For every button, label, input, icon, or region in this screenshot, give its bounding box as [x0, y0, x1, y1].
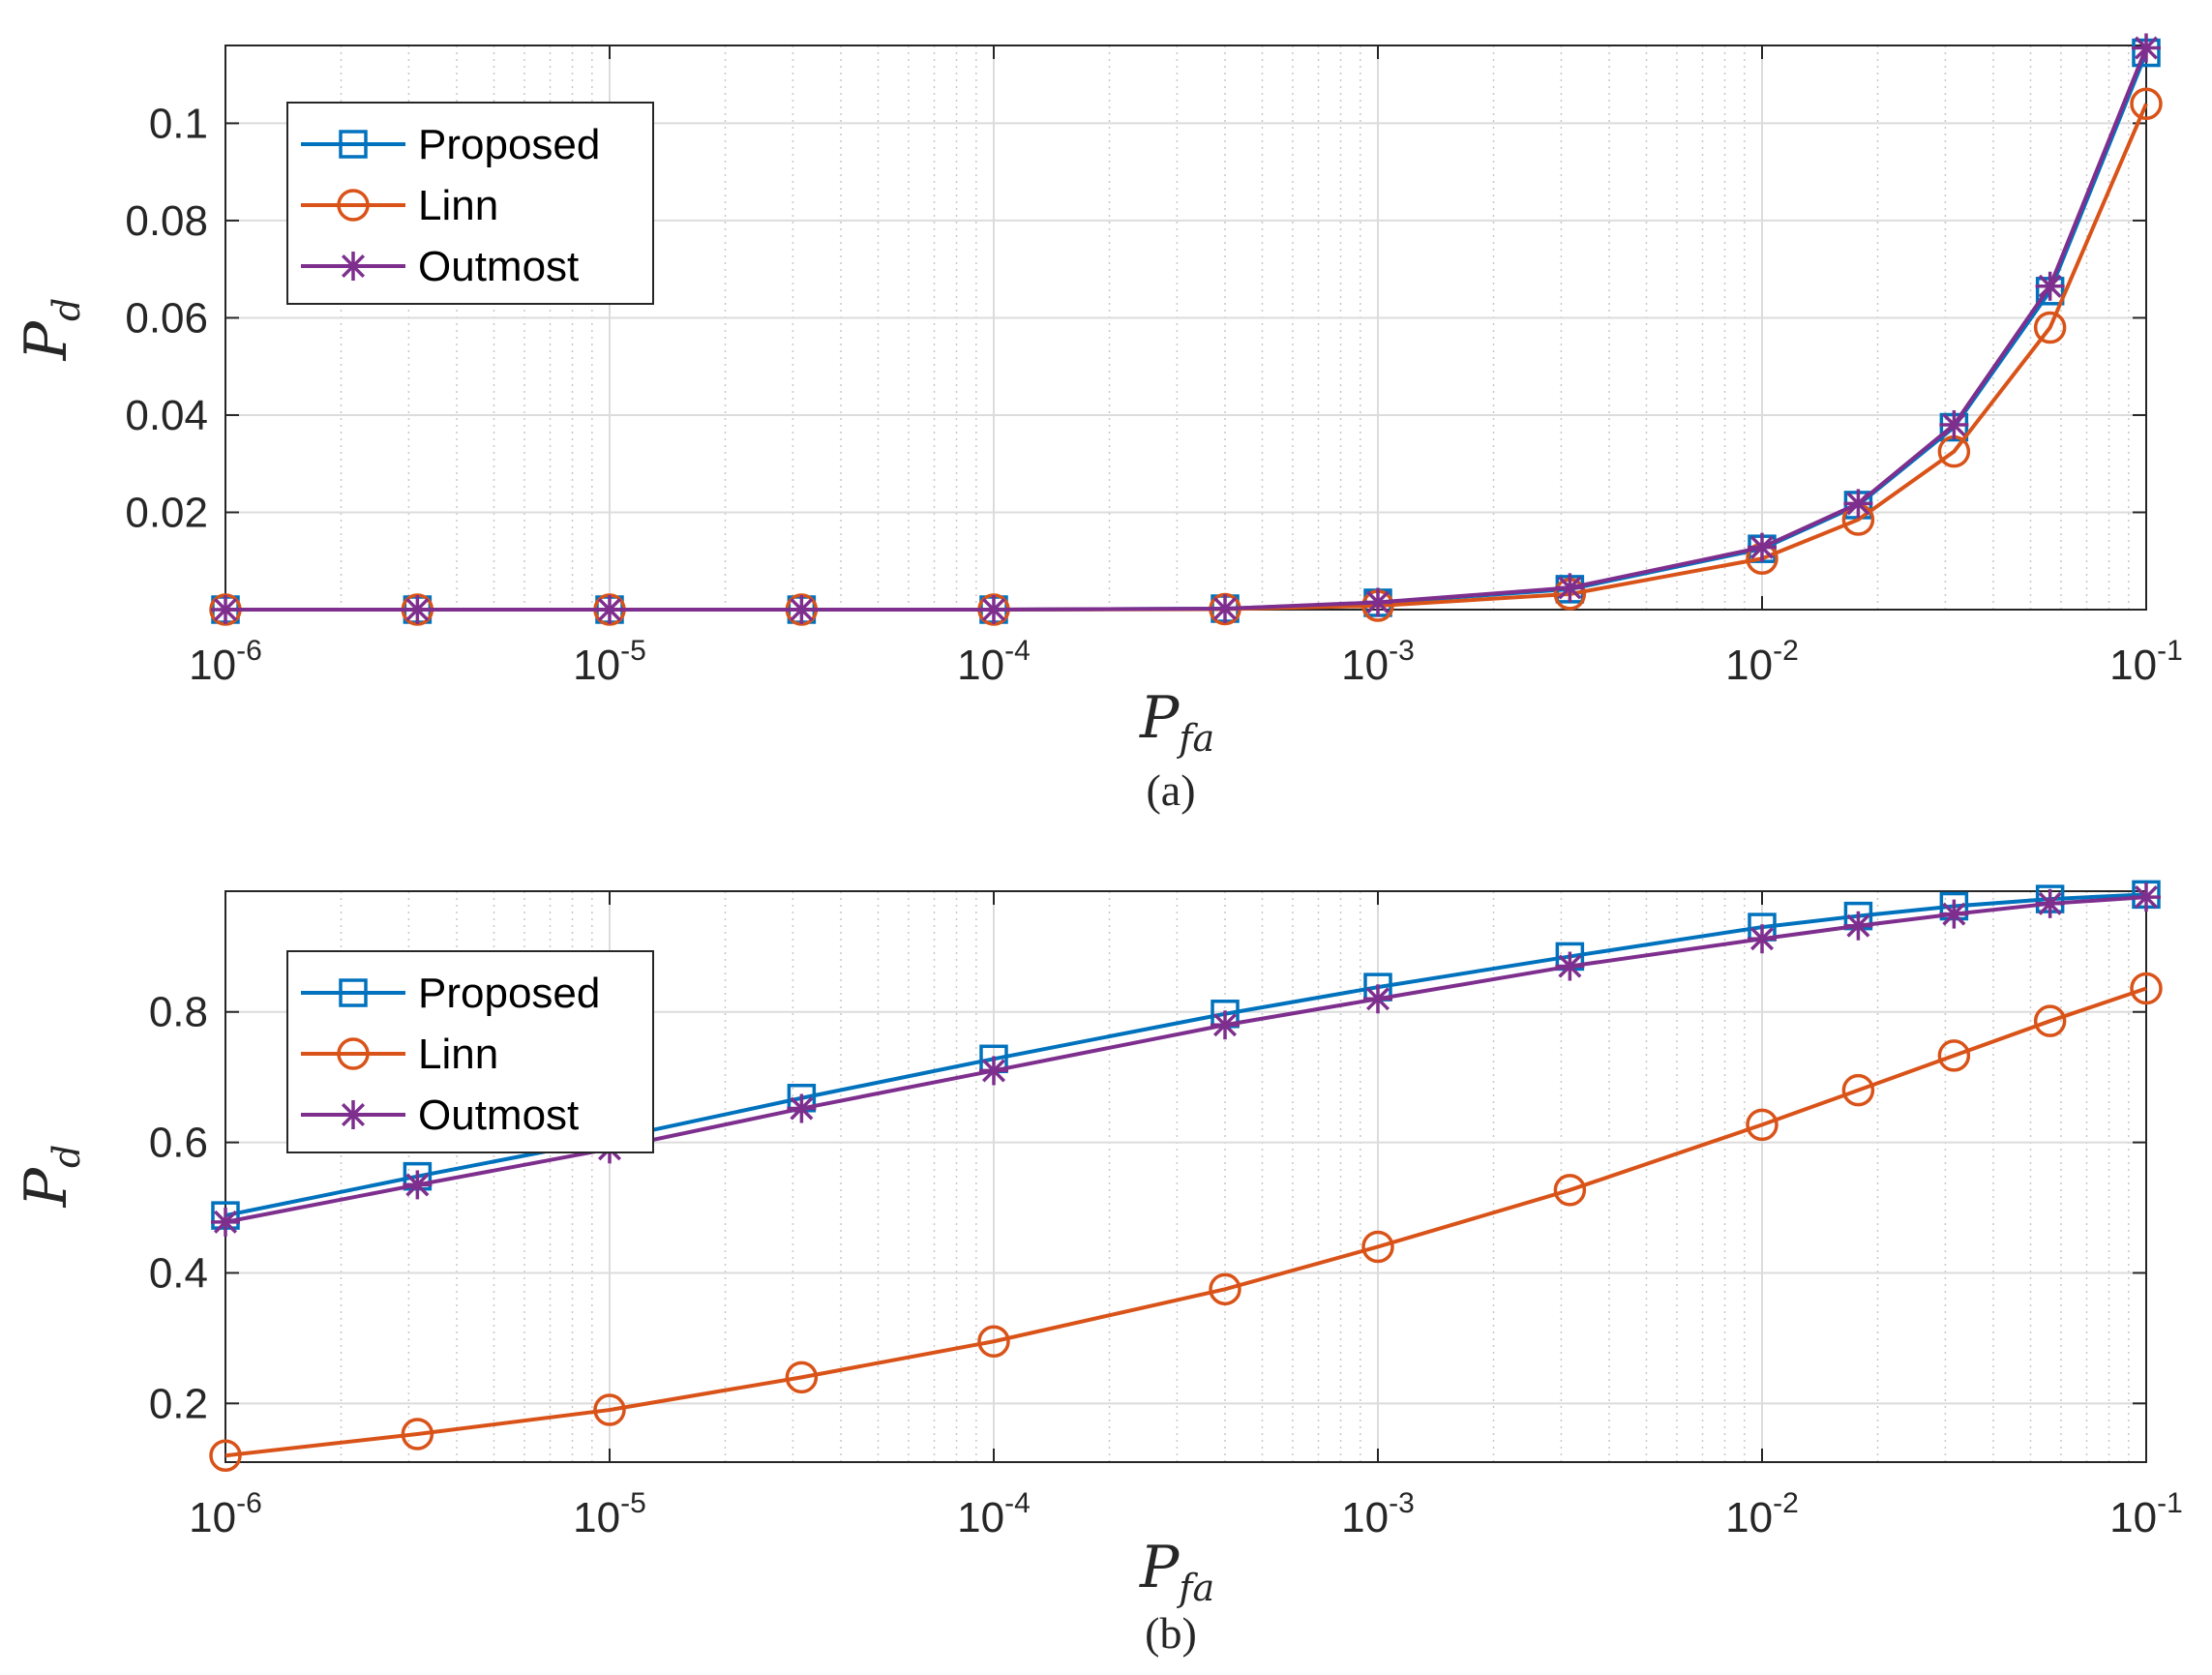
legend-marker-outmost [339, 252, 368, 281]
data-point-outmost [1211, 1010, 1241, 1040]
data-point-outmost [595, 595, 624, 624]
y-tick-label: 0.6 [149, 1120, 208, 1167]
data-point-linn [2033, 1004, 2067, 1037]
data-point-linn [401, 1418, 434, 1451]
series-line-linn [224, 986, 2147, 1458]
data-point-outmost [403, 1170, 433, 1200]
data-point-linn [1361, 1230, 1394, 1264]
legend-label-linn: Linn [418, 182, 498, 229]
data-point-linn [1553, 1174, 1587, 1207]
x-tick-label: 10-2 [1725, 635, 1799, 689]
chart-panel-a: 0.02 0.04 0.06 0.08 0.1 10-6 10-5 10-4 10-3 10-2… [13, 33, 2183, 815]
data-point-outmost [2035, 888, 2065, 918]
x-tick-label: 10-1 [2109, 1487, 2183, 1541]
legend-label-outmost: Outmost [418, 1092, 579, 1139]
data-point-linn [2033, 311, 2067, 344]
data-point-outmost [2035, 271, 2065, 301]
data-point-outmost [211, 1207, 240, 1237]
data-point-outmost [979, 595, 1008, 624]
y-tick-label: 0.06 [125, 294, 208, 342]
x-tick-label: 10-3 [1341, 1487, 1415, 1541]
y-axis-label-b: Pd [13, 1145, 88, 1209]
data-point-linn [2130, 87, 2163, 121]
data-point-outmost [1939, 410, 1969, 440]
data-point-linn [2130, 972, 2163, 1005]
x-tick-label: 10-2 [1725, 1487, 1799, 1541]
legend-marker-linn [337, 189, 370, 222]
x-tick-label: 10-5 [573, 1487, 646, 1541]
y-tick-labels-b: 0.2 0.4 0.6 0.8 [149, 989, 208, 1428]
data-point-outmost [1843, 911, 1873, 941]
data-point-linn [977, 1325, 1010, 1359]
data-point-linn [1841, 1073, 1875, 1107]
y-tick-labels-a: 0.02 0.04 0.06 0.08 0.1 [125, 100, 208, 536]
series-marks-a [209, 33, 2163, 626]
data-point-outmost [211, 595, 240, 624]
x-tick-labels-a: 10-6 10-5 10-4 10-3 10-2 10-1 [189, 635, 2183, 689]
x-tick-label: 10-4 [957, 635, 1031, 689]
legend-marker-proposed [339, 978, 368, 1007]
legend-label-proposed: Proposed [418, 121, 600, 168]
data-point-outmost [2132, 882, 2161, 912]
y-axis-label-a: Pd [13, 298, 88, 362]
x-axis-label-b: Pfa [1139, 1534, 1214, 1609]
data-point-linn [1746, 1108, 1779, 1142]
data-point-linn [1209, 1272, 1241, 1306]
y-tick-label: 0.02 [125, 489, 208, 536]
data-point-outmost [1363, 984, 1392, 1014]
grid-b [224, 891, 2147, 1462]
legend-label-outmost: Outmost [418, 243, 579, 290]
legend-marker-proposed [339, 130, 368, 159]
x-tick-label: 10-4 [957, 1487, 1031, 1541]
data-point-outmost [1748, 532, 1777, 562]
legend-marker-outmost [339, 1100, 368, 1129]
data-point-outmost [1211, 593, 1241, 623]
data-point-outmost [403, 595, 433, 624]
y-tick-label: 0.08 [125, 197, 208, 245]
x-tick-label: 10-6 [189, 1487, 262, 1541]
data-point-outmost [1363, 587, 1392, 617]
data-point-outmost [1555, 573, 1585, 603]
y-tick-label: 0.4 [149, 1249, 208, 1297]
x-axis-label-a: Pfa [1139, 684, 1214, 760]
y-tick-label: 0.2 [149, 1380, 208, 1427]
data-point-outmost [1939, 899, 1969, 929]
legend-label-linn: Linn [418, 1031, 498, 1078]
caption-b: (b) [1145, 1608, 1197, 1658]
y-tick-label: 0.1 [149, 100, 208, 147]
data-point-linn [785, 1361, 819, 1394]
data-point-outmost [1843, 489, 1873, 519]
data-point-outmost [787, 1093, 817, 1123]
x-tick-label: 10-6 [189, 635, 262, 689]
data-point-outmost [1748, 924, 1777, 954]
data-point-linn [1937, 1039, 1971, 1072]
x-tick-label: 10-3 [1341, 635, 1415, 689]
data-point-outmost [787, 595, 817, 624]
x-tick-label: 10-5 [573, 635, 646, 689]
data-point-outmost [979, 1056, 1008, 1086]
x-tick-labels-b: 10-6 10-5 10-4 10-3 10-2 10-1 [189, 1487, 2183, 1541]
data-point-linn [593, 1393, 626, 1426]
data-point-linn [209, 1439, 242, 1473]
data-point-outmost [1555, 951, 1585, 981]
x-tick-label: 10-1 [2109, 635, 2183, 689]
plot-area-b [224, 890, 2147, 1463]
chart-panel-b: 0.2 0.4 0.6 0.8 10-6 10-5 10-4 10-3 10-2 10-1 Pr… [13, 880, 2183, 1658]
data-point-outmost [2132, 33, 2161, 63]
legend-label-proposed: Proposed [418, 970, 600, 1017]
legend-b: Proposed Linn Outmost [286, 950, 654, 1153]
y-tick-label: 0.04 [125, 392, 208, 439]
legend-a: Proposed Linn Outmost [286, 102, 654, 305]
y-tick-label: 0.8 [149, 989, 208, 1036]
caption-a: (a) [1146, 765, 1195, 815]
legend-marker-linn [337, 1037, 370, 1070]
